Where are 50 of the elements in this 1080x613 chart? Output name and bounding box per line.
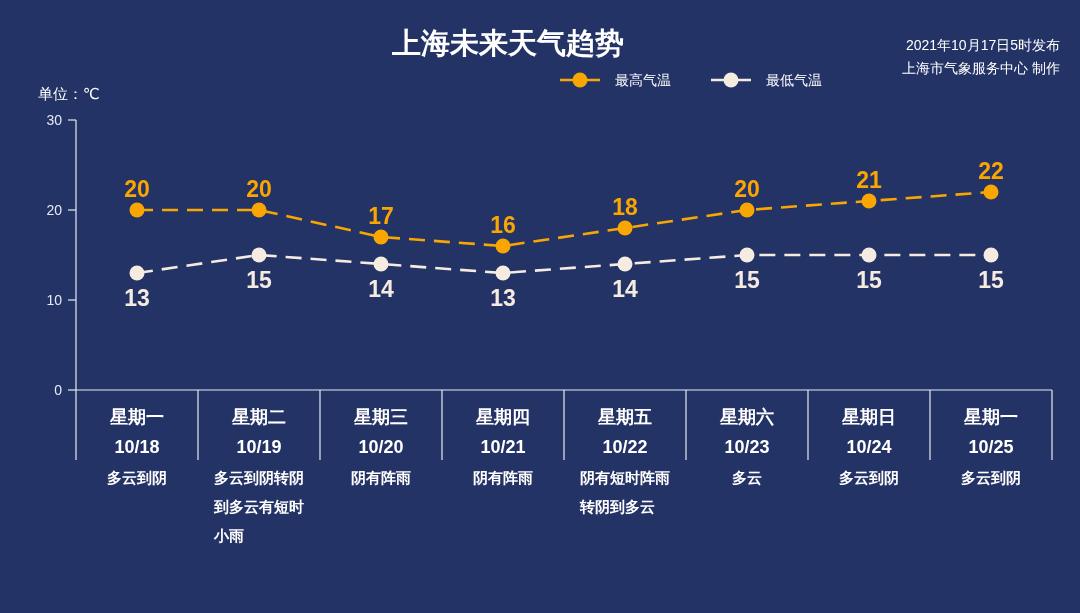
data-label: 14	[368, 276, 394, 302]
chart-title: 上海未来天气趋势	[391, 27, 624, 59]
point	[129, 265, 145, 281]
point	[739, 202, 755, 218]
y-tick-label: 10	[46, 292, 63, 308]
point	[495, 238, 511, 254]
data-label: 14	[612, 276, 638, 302]
legend-label: 最高气温	[615, 72, 671, 88]
y-tick-label: 0	[54, 382, 63, 398]
data-label: 18	[612, 194, 638, 220]
point	[983, 247, 999, 263]
point	[495, 265, 511, 281]
point	[251, 247, 267, 263]
data-label: 20	[124, 176, 150, 202]
x-tick-label: 星期四 10/21 阴有阵雨	[473, 407, 533, 486]
x-tick-label: 星期日 10/24 多云到阴	[839, 407, 899, 486]
point	[861, 193, 877, 209]
data-label: 21	[856, 167, 882, 193]
x-tick-label: 星期三 10/20 阴有阵雨	[351, 407, 411, 486]
point	[373, 229, 389, 245]
data-label: 15	[856, 267, 882, 293]
x-tick-label: 星期六 10/23 多云	[719, 407, 774, 486]
x-tick-label: 星期五 10/22 阴有短时阵雨转阴到多云	[579, 407, 670, 515]
point	[983, 184, 999, 200]
data-label: 20	[246, 176, 272, 202]
point	[617, 256, 633, 272]
x-tick-label: 星期一 10/25 多云到阴	[961, 407, 1021, 486]
data-label: 13	[124, 285, 150, 311]
x-tick-label: 星期二 10/19 多云到阴转阴到多云有短时小雨	[213, 407, 304, 544]
legend-label: 最低气温	[766, 72, 822, 88]
point	[861, 247, 877, 263]
data-label: 15	[734, 267, 760, 293]
y-tick-label: 20	[46, 202, 63, 218]
data-label: 20	[734, 176, 760, 202]
point	[617, 220, 633, 236]
data-label: 16	[490, 212, 516, 238]
point	[739, 247, 755, 263]
y-axis-title: 单位：℃	[38, 85, 100, 102]
data-label: 15	[246, 267, 272, 293]
point	[251, 202, 267, 218]
data-label: 15	[978, 267, 1004, 293]
x-tick-label: 星期一 10/18 多云到阴	[107, 407, 167, 486]
point	[129, 202, 145, 218]
data-label: 13	[490, 285, 516, 311]
y-tick-label: 30	[46, 112, 63, 128]
text: 上海市气象服务中心 制作	[902, 60, 1060, 76]
text: 2021年10月17日5时发布	[905, 37, 1060, 53]
point	[373, 256, 389, 272]
data-label: 22	[978, 158, 1004, 184]
data-label: 17	[368, 203, 394, 229]
